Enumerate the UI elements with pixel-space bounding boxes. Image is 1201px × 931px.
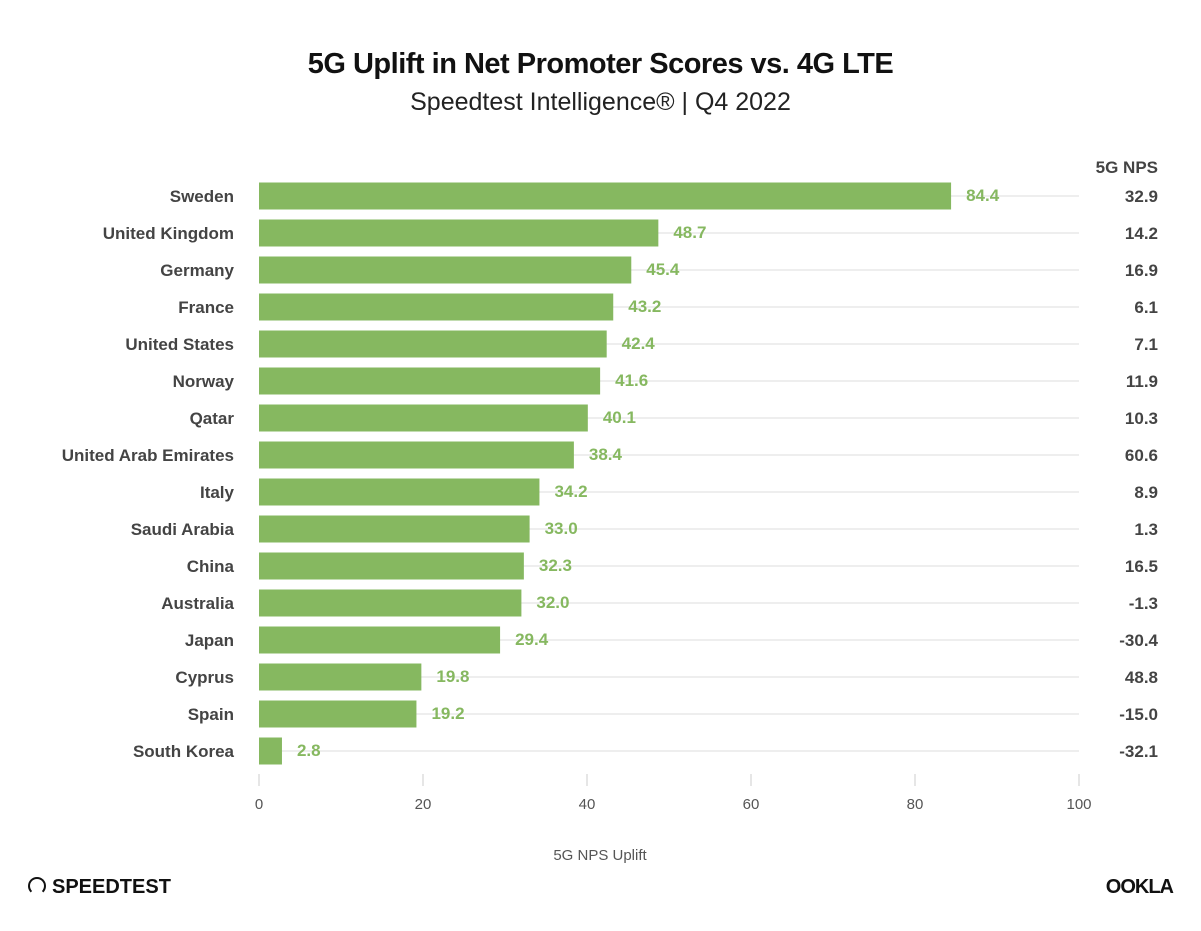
data-label: 19.8 bbox=[436, 667, 469, 686]
bar bbox=[259, 737, 282, 765]
category-label: Saudi Arabia bbox=[131, 520, 235, 539]
data-label: 40.1 bbox=[603, 408, 636, 427]
ookla-logo: OOKLA bbox=[1105, 876, 1174, 898]
bar bbox=[259, 478, 540, 506]
data-label: 41.6 bbox=[615, 371, 648, 390]
side-value: 10.3 bbox=[1125, 409, 1158, 428]
x-tick-label: 40 bbox=[579, 796, 596, 813]
data-label: 33.0 bbox=[545, 519, 578, 538]
bar bbox=[259, 293, 614, 321]
speedtest-logo: SPEEDTEST bbox=[28, 876, 171, 899]
bar bbox=[259, 182, 952, 210]
data-label: 42.4 bbox=[622, 334, 656, 353]
category-label: Cyprus bbox=[175, 668, 234, 687]
speedtest-logo-text: SPEEDTEST bbox=[52, 876, 171, 898]
side-value: 8.9 bbox=[1134, 483, 1158, 502]
x-tick-label: 60 bbox=[743, 796, 760, 813]
x-axis-label: 5G NPS Uplift bbox=[553, 847, 647, 864]
data-label: 43.2 bbox=[628, 297, 661, 316]
category-label: China bbox=[187, 557, 235, 576]
side-value: 6.1 bbox=[1134, 298, 1158, 317]
x-tick-label: 20 bbox=[415, 796, 432, 813]
bar bbox=[259, 330, 607, 358]
data-label: 38.4 bbox=[589, 445, 623, 464]
side-value: 32.9 bbox=[1125, 187, 1158, 206]
bar bbox=[259, 589, 522, 617]
bar bbox=[259, 219, 659, 247]
x-tick-label: 80 bbox=[907, 796, 924, 813]
bar bbox=[259, 404, 588, 432]
chart-subtitle: Speedtest Intelligence® | Q4 2022 bbox=[410, 88, 791, 116]
bar bbox=[259, 441, 574, 469]
category-label: Norway bbox=[173, 372, 235, 391]
bar bbox=[259, 552, 524, 580]
data-label: 32.3 bbox=[539, 556, 572, 575]
category-label: Sweden bbox=[170, 187, 234, 206]
bar bbox=[259, 663, 422, 691]
side-value: -15.0 bbox=[1119, 705, 1158, 724]
category-label: Australia bbox=[161, 594, 234, 613]
data-label: 84.4 bbox=[966, 186, 1000, 205]
bar bbox=[259, 700, 417, 728]
category-label: United States bbox=[125, 335, 234, 354]
side-value: -30.4 bbox=[1119, 631, 1158, 650]
side-value: 14.2 bbox=[1125, 224, 1158, 243]
chart-title: 5G Uplift in Net Promoter Scores vs. 4G … bbox=[307, 48, 894, 80]
category-label: Qatar bbox=[190, 409, 235, 428]
data-label: 32.0 bbox=[536, 593, 569, 612]
data-label: 29.4 bbox=[515, 630, 549, 649]
bar bbox=[259, 367, 601, 395]
category-label: France bbox=[178, 298, 234, 317]
data-label: 2.8 bbox=[297, 741, 321, 760]
side-value: 11.9 bbox=[1126, 372, 1158, 391]
side-value: 7.1 bbox=[1134, 335, 1158, 354]
x-tick-label: 0 bbox=[255, 796, 263, 813]
data-label: 34.2 bbox=[554, 482, 587, 501]
bar bbox=[259, 626, 501, 654]
category-label: Spain bbox=[188, 705, 234, 724]
category-label: Italy bbox=[200, 483, 235, 502]
data-label: 48.7 bbox=[673, 223, 706, 242]
data-label: 45.4 bbox=[646, 260, 680, 279]
side-value: 16.5 bbox=[1125, 557, 1158, 576]
side-value: -32.1 bbox=[1119, 742, 1158, 761]
side-value: 1.3 bbox=[1134, 520, 1158, 539]
side-value: 60.6 bbox=[1125, 446, 1158, 465]
speedometer-icon bbox=[28, 877, 46, 895]
side-value: 48.8 bbox=[1125, 668, 1158, 687]
category-label: United Kingdom bbox=[103, 224, 234, 243]
bar bbox=[259, 515, 530, 543]
category-label: South Korea bbox=[133, 742, 235, 761]
side-column-header: 5G NPS bbox=[1096, 158, 1158, 177]
data-label: 19.2 bbox=[431, 704, 464, 723]
category-label: United Arab Emirates bbox=[62, 446, 234, 465]
category-label: Germany bbox=[160, 261, 234, 280]
side-value: 16.9 bbox=[1125, 261, 1158, 280]
side-value: -1.3 bbox=[1129, 594, 1158, 613]
category-label: Japan bbox=[185, 631, 234, 650]
bar bbox=[259, 256, 632, 284]
x-tick-label: 100 bbox=[1066, 796, 1091, 813]
